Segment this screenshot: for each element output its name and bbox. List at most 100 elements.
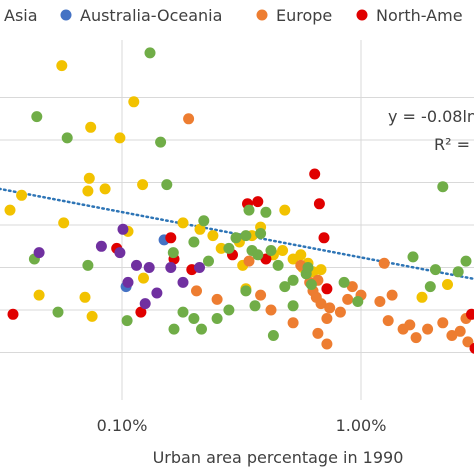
- data-point-green: [223, 304, 235, 316]
- data-point-green: [196, 323, 207, 335]
- data-point-purple: [122, 276, 134, 288]
- data-point-green: [177, 306, 189, 318]
- legend-label: Europe: [276, 6, 332, 25]
- data-point-asia: [82, 185, 94, 197]
- data-point-green: [155, 136, 167, 148]
- data-point-green: [240, 285, 252, 297]
- data-point-europe: [404, 319, 416, 331]
- trendline-equation: y = -0.08ln: [388, 107, 474, 126]
- data-point-europe: [346, 281, 358, 293]
- data-point-purple: [139, 298, 151, 310]
- data-point-purple: [33, 247, 45, 259]
- data-point-green: [249, 300, 261, 312]
- data-point-europe: [321, 338, 333, 350]
- data-point-green: [267, 330, 279, 341]
- data-point-green: [243, 204, 255, 216]
- data-point-north-ame: [309, 168, 321, 180]
- data-point-north-ame: [260, 253, 272, 265]
- data-point-green: [188, 236, 200, 248]
- data-point-green: [161, 179, 173, 191]
- data-point-asia: [58, 217, 70, 229]
- data-point-asia: [194, 223, 206, 235]
- x-tick-label: 0.10%: [97, 416, 148, 435]
- data-point-asia: [277, 245, 289, 256]
- data-point-asia: [137, 179, 149, 191]
- data-point-green: [252, 249, 264, 261]
- data-point-asia: [128, 96, 140, 108]
- data-point-asia: [33, 289, 45, 301]
- legend-marker: [256, 9, 268, 21]
- data-point-green: [198, 215, 210, 227]
- data-point-green: [352, 296, 364, 307]
- data-point-asia: [114, 132, 126, 144]
- data-point-purple: [117, 223, 129, 235]
- data-point-europe: [183, 113, 195, 125]
- x-axis-title: Urban area percentage in 1990: [153, 448, 404, 467]
- data-point-asia: [207, 230, 219, 242]
- data-point-green: [31, 111, 43, 123]
- data-point-europe: [211, 293, 223, 305]
- data-point-europe: [454, 325, 466, 337]
- x-tick-labels: 0.10% 1.00%: [97, 416, 387, 435]
- data-point-europe: [243, 255, 255, 267]
- data-point-europe: [446, 330, 458, 341]
- data-point-europe: [386, 289, 398, 301]
- data-point-asia: [177, 217, 189, 229]
- x-tick-label: 1.00%: [336, 416, 387, 435]
- data-point-green: [255, 228, 267, 239]
- data-point-europe: [324, 302, 336, 314]
- data-point-green: [230, 232, 242, 244]
- legend-label: Asia: [4, 6, 38, 25]
- data-point-europe: [437, 317, 449, 329]
- grid-lines: [0, 40, 474, 400]
- data-point-green: [121, 315, 133, 327]
- data-point-green: [240, 230, 252, 242]
- data-point-green: [203, 255, 214, 267]
- data-point-green: [188, 313, 200, 324]
- data-point-asia: [16, 189, 28, 201]
- data-point-europe: [191, 285, 202, 297]
- data-point-asia: [83, 172, 95, 184]
- data-point-europe: [334, 306, 346, 318]
- data-point-green: [287, 300, 299, 312]
- data-point-green: [305, 279, 317, 290]
- data-point-europe: [410, 332, 422, 344]
- data-point-asia: [138, 272, 149, 284]
- data-point-green: [452, 266, 464, 278]
- data-point-europe: [382, 315, 394, 327]
- data-point-asia: [85, 121, 97, 133]
- data-point-europe: [310, 291, 322, 303]
- data-points: [4, 47, 474, 354]
- data-point-green: [407, 251, 419, 263]
- data-point-green: [167, 247, 179, 259]
- data-point-green: [424, 281, 436, 293]
- data-point-europe: [312, 327, 324, 339]
- data-point-asia: [99, 183, 111, 195]
- legend-label: Australia-Oceania: [80, 6, 222, 25]
- data-point-north-ame: [469, 342, 474, 354]
- data-point-asia: [279, 204, 291, 216]
- legend-marker: [60, 9, 72, 21]
- data-point-purple: [95, 240, 107, 252]
- legend-label: North-Ame: [376, 6, 463, 25]
- data-point-europe: [422, 323, 434, 335]
- data-point-europe: [462, 336, 474, 348]
- data-point-north-ame: [321, 283, 333, 295]
- data-point-green: [61, 132, 73, 144]
- data-point-green: [460, 255, 472, 267]
- data-point-north-ame: [252, 196, 264, 208]
- data-point-green: [272, 259, 284, 271]
- data-point-green: [144, 47, 156, 59]
- data-point-asia: [56, 60, 68, 72]
- data-point-purple: [177, 276, 189, 288]
- data-point-north-ame: [313, 198, 325, 210]
- data-point-green: [260, 206, 272, 218]
- data-point-asia: [4, 204, 16, 216]
- data-point-asia: [79, 291, 91, 303]
- data-point-green: [338, 276, 350, 288]
- data-point-purple: [165, 262, 177, 273]
- legend: Asia Australia-Oceania Europe North-Ame: [4, 6, 463, 25]
- data-point-green: [430, 264, 441, 276]
- data-point-asia: [86, 310, 98, 322]
